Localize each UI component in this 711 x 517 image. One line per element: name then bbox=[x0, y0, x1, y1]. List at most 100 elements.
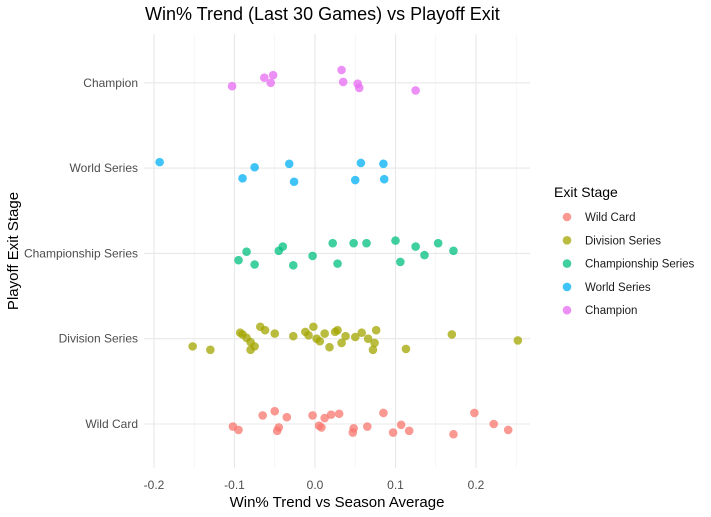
data-point bbox=[308, 251, 317, 261]
data-point bbox=[258, 411, 267, 420]
data-point bbox=[368, 345, 378, 355]
data-point bbox=[206, 345, 215, 355]
legend-item: Division Series bbox=[562, 235, 661, 247]
x-axis-tick-labels: -0.2 -0.1 0.0 0.1 0.2 bbox=[144, 478, 485, 492]
legend-label: Champion bbox=[585, 305, 637, 317]
data-point bbox=[411, 86, 420, 95]
data-point bbox=[260, 325, 270, 335]
data-point bbox=[356, 158, 366, 168]
data-point bbox=[396, 420, 406, 430]
legend-title: Exit Stage bbox=[554, 184, 618, 200]
data-point bbox=[308, 411, 317, 420]
data-point bbox=[272, 426, 282, 436]
legend-item: Wild Card bbox=[562, 212, 635, 224]
data-point bbox=[470, 408, 479, 418]
data-point bbox=[250, 342, 259, 351]
data-point bbox=[333, 259, 342, 268]
data-points bbox=[155, 65, 523, 439]
legend-label: Wild Card bbox=[585, 212, 635, 224]
data-point bbox=[288, 261, 298, 270]
data-point bbox=[354, 83, 364, 93]
data-point bbox=[250, 162, 259, 172]
x-tick-label: 0.1 bbox=[387, 478, 404, 492]
data-point bbox=[513, 336, 523, 345]
data-point bbox=[325, 342, 334, 352]
data-point bbox=[155, 157, 164, 167]
data-point bbox=[288, 331, 298, 341]
data-point bbox=[363, 422, 372, 431]
y-tick-label: Division Series bbox=[59, 332, 138, 346]
data-point bbox=[449, 429, 458, 439]
legend-item: Champion bbox=[562, 305, 637, 317]
data-point bbox=[326, 410, 336, 419]
legend-key bbox=[562, 305, 572, 315]
x-tick-label: -0.1 bbox=[224, 478, 245, 492]
data-point bbox=[250, 260, 259, 269]
data-point bbox=[259, 73, 269, 82]
x-tick-label: 0.2 bbox=[468, 478, 485, 492]
data-point bbox=[317, 423, 326, 432]
y-axis-title: Playoff Exit Stage bbox=[5, 192, 22, 310]
legend-item: Championship Series bbox=[562, 259, 695, 271]
data-point bbox=[401, 344, 411, 354]
legend-key bbox=[562, 282, 572, 292]
data-point bbox=[371, 325, 381, 335]
data-point bbox=[338, 77, 348, 87]
x-tick-label: 0.0 bbox=[307, 478, 324, 492]
data-point bbox=[320, 329, 329, 338]
data-point bbox=[266, 78, 276, 88]
data-point bbox=[328, 238, 338, 248]
data-point bbox=[320, 413, 329, 423]
data-point bbox=[388, 428, 398, 437]
y-tick-label: World Series bbox=[70, 161, 138, 175]
plot-panel bbox=[144, 34, 530, 468]
data-point bbox=[270, 329, 280, 338]
chart-title: Win% Trend (Last 30 Games) vs Playoff Ex… bbox=[145, 4, 500, 24]
y-tick-label: Championship Series bbox=[24, 246, 138, 260]
data-point bbox=[270, 406, 280, 416]
data-point bbox=[489, 419, 499, 429]
data-point bbox=[363, 334, 373, 344]
legend-label: World Series bbox=[585, 282, 651, 294]
data-point bbox=[503, 425, 513, 435]
x-tick-label: -0.2 bbox=[144, 478, 165, 492]
data-point bbox=[284, 159, 294, 169]
data-point bbox=[447, 330, 457, 339]
data-point bbox=[362, 238, 371, 248]
legend-label: Division Series bbox=[585, 235, 661, 247]
data-point bbox=[238, 174, 247, 183]
legend-label: Championship Series bbox=[585, 259, 695, 271]
data-point bbox=[234, 255, 243, 265]
data-point bbox=[420, 250, 429, 260]
data-point bbox=[379, 174, 389, 184]
legend-items: Wild Card Division Series Championship Ser… bbox=[562, 212, 695, 317]
data-point bbox=[282, 412, 292, 422]
data-point bbox=[411, 242, 420, 251]
data-point bbox=[379, 408, 388, 418]
data-point bbox=[333, 325, 342, 335]
data-point bbox=[227, 81, 237, 91]
legend-item: World Series bbox=[562, 282, 651, 294]
data-point bbox=[278, 242, 288, 251]
data-point bbox=[404, 426, 414, 436]
data-point bbox=[391, 236, 400, 245]
data-point bbox=[348, 428, 358, 437]
legend-key bbox=[562, 259, 572, 268]
data-point bbox=[289, 177, 299, 187]
data-point bbox=[341, 331, 350, 341]
data-point bbox=[396, 257, 405, 267]
y-axis-tick-labels: Wild Card Division Series Championship Ser… bbox=[24, 76, 138, 431]
data-point bbox=[188, 342, 197, 351]
data-point bbox=[337, 338, 346, 348]
data-point bbox=[337, 65, 346, 75]
x-axis-title: Win% Trend vs Season Average bbox=[230, 494, 445, 511]
data-point bbox=[357, 328, 366, 338]
legend-key bbox=[562, 236, 572, 245]
grid-lines bbox=[144, 34, 530, 468]
legend-key bbox=[562, 212, 572, 222]
legend: Exit Stage Wild Card Division Series Champ… bbox=[554, 184, 695, 317]
data-point bbox=[268, 70, 278, 80]
data-point bbox=[304, 330, 313, 340]
data-point bbox=[242, 247, 251, 256]
y-tick-label: Champion bbox=[83, 76, 138, 90]
